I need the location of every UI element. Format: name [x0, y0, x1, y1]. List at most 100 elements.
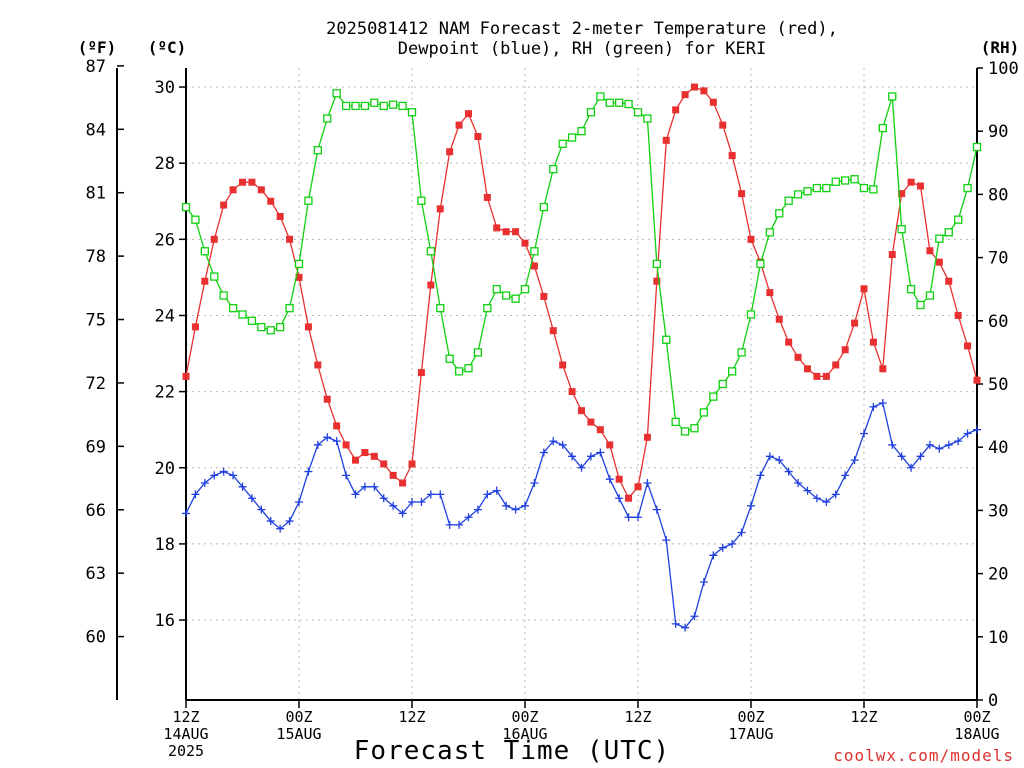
- rh-point: [294, 259, 304, 269]
- rh-point: [445, 354, 454, 363]
- temperature-point: [766, 289, 774, 297]
- dewpoint-point: [765, 452, 774, 461]
- fahrenheit-unit-label: (ºF): [78, 38, 117, 57]
- rh-point: [822, 183, 831, 193]
- temperature-point: [370, 452, 378, 460]
- dewpoint-point: [831, 490, 840, 499]
- temperature-point: [559, 361, 567, 369]
- rh-point: [699, 408, 709, 417]
- rh-tick-label: 80: [988, 185, 1008, 205]
- dewpoint-point: [389, 501, 398, 510]
- dewpoint-point: [737, 528, 746, 537]
- rh-point: [549, 164, 558, 174]
- temperature-point: [888, 251, 896, 259]
- rh-point: [869, 185, 878, 194]
- dewpoint-point: [455, 520, 464, 529]
- rh-point: [492, 285, 501, 294]
- rh-point: [793, 190, 803, 199]
- dewpoint-point: [549, 437, 558, 446]
- temperature-point: [615, 475, 623, 483]
- fahrenheit-tick-label: 60: [86, 628, 106, 648]
- temperature-point: [973, 376, 981, 384]
- temperature-point: [483, 193, 491, 201]
- dewpoint-point: [577, 463, 586, 472]
- rh-point: [257, 322, 266, 332]
- time-tick-label: 12Z: [172, 708, 199, 726]
- rh-point: [756, 259, 765, 269]
- rh-point: [878, 123, 887, 133]
- temperature-point: [625, 494, 633, 502]
- temperature-point: [578, 407, 585, 415]
- temperature-point: [502, 228, 510, 236]
- dewpoint-point: [473, 505, 482, 514]
- dewpoint-point: [219, 467, 228, 476]
- rh-point: [191, 215, 200, 224]
- temperature-point: [474, 133, 482, 141]
- time-tick-label: 15AUG: [276, 725, 321, 743]
- fahrenheit-tick-label: 72: [86, 374, 106, 394]
- credit-link[interactable]: coolwx.com/models: [833, 746, 1014, 765]
- rh-point: [709, 392, 718, 401]
- dewpoint-point: [652, 505, 661, 514]
- dewpoint-point: [916, 452, 925, 461]
- rh-point: [351, 101, 360, 111]
- rh-point: [615, 98, 624, 107]
- temperature-point: [455, 121, 463, 129]
- temperature-point: [719, 121, 727, 129]
- temperature-point: [248, 178, 256, 186]
- dewpoint-point: [323, 433, 332, 442]
- temperature-point: [935, 258, 943, 266]
- rh-tick-label: 10: [988, 628, 1008, 648]
- temperature-point: [869, 338, 877, 346]
- rh-point: [586, 108, 596, 117]
- rh-point: [181, 202, 191, 212]
- temperature-point: [917, 182, 924, 190]
- rh-tick-label: 90: [988, 122, 1008, 142]
- dewpoint-point: [605, 475, 614, 484]
- temperature-point: [201, 277, 209, 285]
- dewpoint-point: [643, 478, 652, 487]
- fahrenheit-tick-label: 69: [86, 437, 106, 457]
- celsius-tick-label: 20: [155, 459, 175, 479]
- dewpoint-point: [671, 619, 680, 628]
- temperature-point: [587, 418, 595, 426]
- dewpoint-point: [276, 524, 285, 533]
- temperature-point: [841, 346, 849, 354]
- temperature-point: [191, 323, 199, 331]
- temperature-point: [709, 98, 717, 106]
- rh-point: [304, 196, 313, 205]
- temperature-point: [276, 212, 284, 220]
- dewpoint-point: [615, 494, 624, 503]
- temperature-point: [239, 178, 246, 186]
- dewpoint-point: [624, 513, 633, 522]
- chart-title-line: 2025081412 NAM Forecast 2-meter Temperat…: [326, 19, 838, 39]
- dewpoint-series: [182, 399, 981, 632]
- temperature-series: [182, 83, 981, 502]
- fahrenheit-tick-label: 63: [86, 564, 106, 584]
- dewpoint-point: [925, 440, 934, 449]
- rh-point: [483, 304, 492, 313]
- dewpoint-point: [690, 612, 699, 621]
- celsius-tick-label: 22: [155, 383, 175, 403]
- temperature-point: [465, 110, 472, 118]
- rh-point: [266, 326, 275, 335]
- rh-point: [558, 139, 567, 148]
- time-tick-label: 2025: [168, 742, 204, 760]
- temperature-point: [314, 361, 322, 369]
- rh-point: [341, 101, 351, 111]
- dewpoint-point: [511, 505, 520, 514]
- rh-point: [511, 294, 520, 303]
- dewpoint-point: [417, 498, 426, 507]
- dewpoint-point: [954, 437, 963, 446]
- rh-point: [473, 348, 483, 357]
- temperature-point: [568, 388, 576, 396]
- dewpoint-point: [295, 498, 303, 507]
- temperature-point: [389, 471, 397, 479]
- dewpoint-point: [558, 440, 567, 449]
- celsius-tick-label: 18: [155, 535, 175, 555]
- dewpoint-point: [775, 456, 784, 465]
- celsius-tick-label: 26: [155, 230, 175, 250]
- rh-point: [925, 291, 935, 300]
- rh-point: [680, 427, 690, 436]
- rh-tick-label: 50: [988, 375, 1008, 395]
